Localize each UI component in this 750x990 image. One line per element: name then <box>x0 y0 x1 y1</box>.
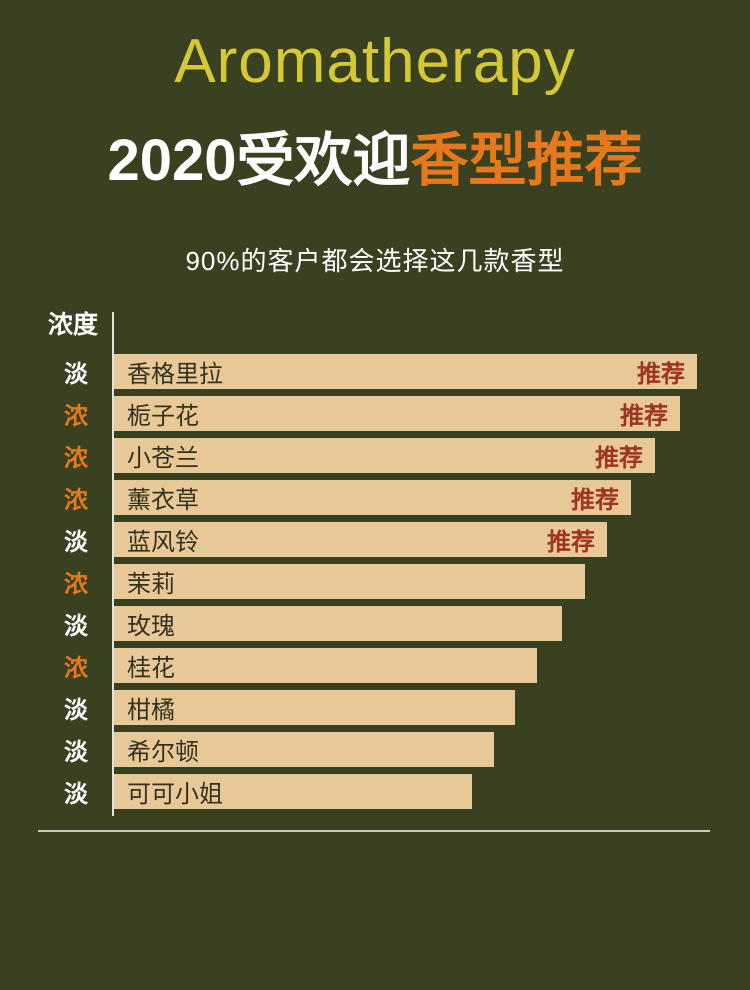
bar-label: 小苍兰 <box>127 444 199 472</box>
chart-row: 淡 柑橘 <box>0 686 750 728</box>
intensity-label: 浓 <box>64 570 88 598</box>
bar-label: 茉莉 <box>127 570 175 598</box>
recommend-badge: 推荐 <box>547 528 595 556</box>
recommend-badge: 推荐 <box>637 360 685 388</box>
intensity-label: 淡 <box>64 360 88 388</box>
x-axis-line <box>38 830 710 832</box>
intensity-label: 浓 <box>64 402 88 430</box>
y-axis-label: 浓度 <box>47 311 98 339</box>
bar-label: 栀子花 <box>127 402 199 430</box>
bar-label: 蓝风铃 <box>127 528 199 556</box>
chart-row: 淡 蓝风铃 推荐 <box>0 518 750 560</box>
bar: 桂花 <box>112 647 537 683</box>
bar: 柑橘 <box>112 689 515 725</box>
chart-rows: 淡香格里拉 推荐浓栀子花 推荐浓小苍兰 推荐浓薰衣草 推荐淡蓝风铃 推荐浓茉莉淡玫瑰浓桂花… <box>0 342 750 832</box>
recommend-badge: 推荐 <box>595 444 643 472</box>
intensity-label: 浓 <box>64 486 88 514</box>
subtitle: 2020受欢迎香型推荐 <box>0 113 750 197</box>
tagline: 90%的客户都会选择这几款香型 <box>185 246 565 276</box>
intensity-label: 淡 <box>64 696 88 724</box>
subtitle-highlight-text: 香型推荐 <box>410 128 643 193</box>
bar-label: 香格里拉 <box>127 360 223 388</box>
intensity-label: 淡 <box>64 738 88 766</box>
subtitle-year-text: 2020受欢迎 <box>107 128 411 193</box>
intensity-label: 淡 <box>64 528 88 556</box>
intensity-label: 浓 <box>64 654 88 682</box>
chart-row: 浓 薰衣草 推荐 <box>0 476 750 518</box>
bar-label: 桂花 <box>127 654 175 682</box>
chart-row: 浓 小苍兰 推荐 <box>0 434 750 476</box>
bar-chart: 浓度 淡香格里拉 推荐浓栀子花 推荐浓小苍兰 推荐浓薰衣草 推荐淡蓝风铃 推荐浓茉莉淡玫瑰… <box>0 308 750 832</box>
intensity-label: 浓 <box>64 444 88 472</box>
bar: 栀子花 推荐 <box>112 395 680 431</box>
intensity-label: 淡 <box>64 780 88 808</box>
bar-label: 薰衣草 <box>127 486 199 514</box>
recommend-badge: 推荐 <box>571 486 619 514</box>
bar: 玫瑰 <box>112 605 562 641</box>
poster: Aromatherapy 2020受欢迎香型推荐 90%的客户都会选择这几款香型… <box>0 26 750 832</box>
bar: 小苍兰 推荐 <box>112 437 655 473</box>
chart-row: 浓 栀子花 推荐 <box>0 392 750 434</box>
chart-row: 淡 可可小姐 <box>0 770 750 812</box>
chart-row: 浓 茉莉 <box>0 560 750 602</box>
bar: 蓝风铃 推荐 <box>112 521 607 557</box>
chart-row: 淡 玫瑰 <box>0 602 750 644</box>
y-axis-line <box>112 312 114 816</box>
bar: 希尔顿 <box>112 731 494 767</box>
bar: 可可小姐 <box>112 773 472 809</box>
bar-label: 希尔顿 <box>127 738 199 766</box>
chart-row: 淡 香格里拉 推荐 <box>0 350 750 392</box>
bar: 茉莉 <box>112 563 585 599</box>
bar-label: 可可小姐 <box>127 780 223 808</box>
bar: 香格里拉 推荐 <box>112 353 697 389</box>
bar-label: 玫瑰 <box>127 612 175 640</box>
page-title: Aromatherapy <box>174 27 576 96</box>
bar-label: 柑橘 <box>127 696 175 724</box>
chart-row: 浓 桂花 <box>0 644 750 686</box>
chart-row: 淡 希尔顿 <box>0 728 750 770</box>
recommend-badge: 推荐 <box>620 402 668 430</box>
bar: 薰衣草 推荐 <box>112 479 631 515</box>
intensity-label: 淡 <box>64 612 88 640</box>
